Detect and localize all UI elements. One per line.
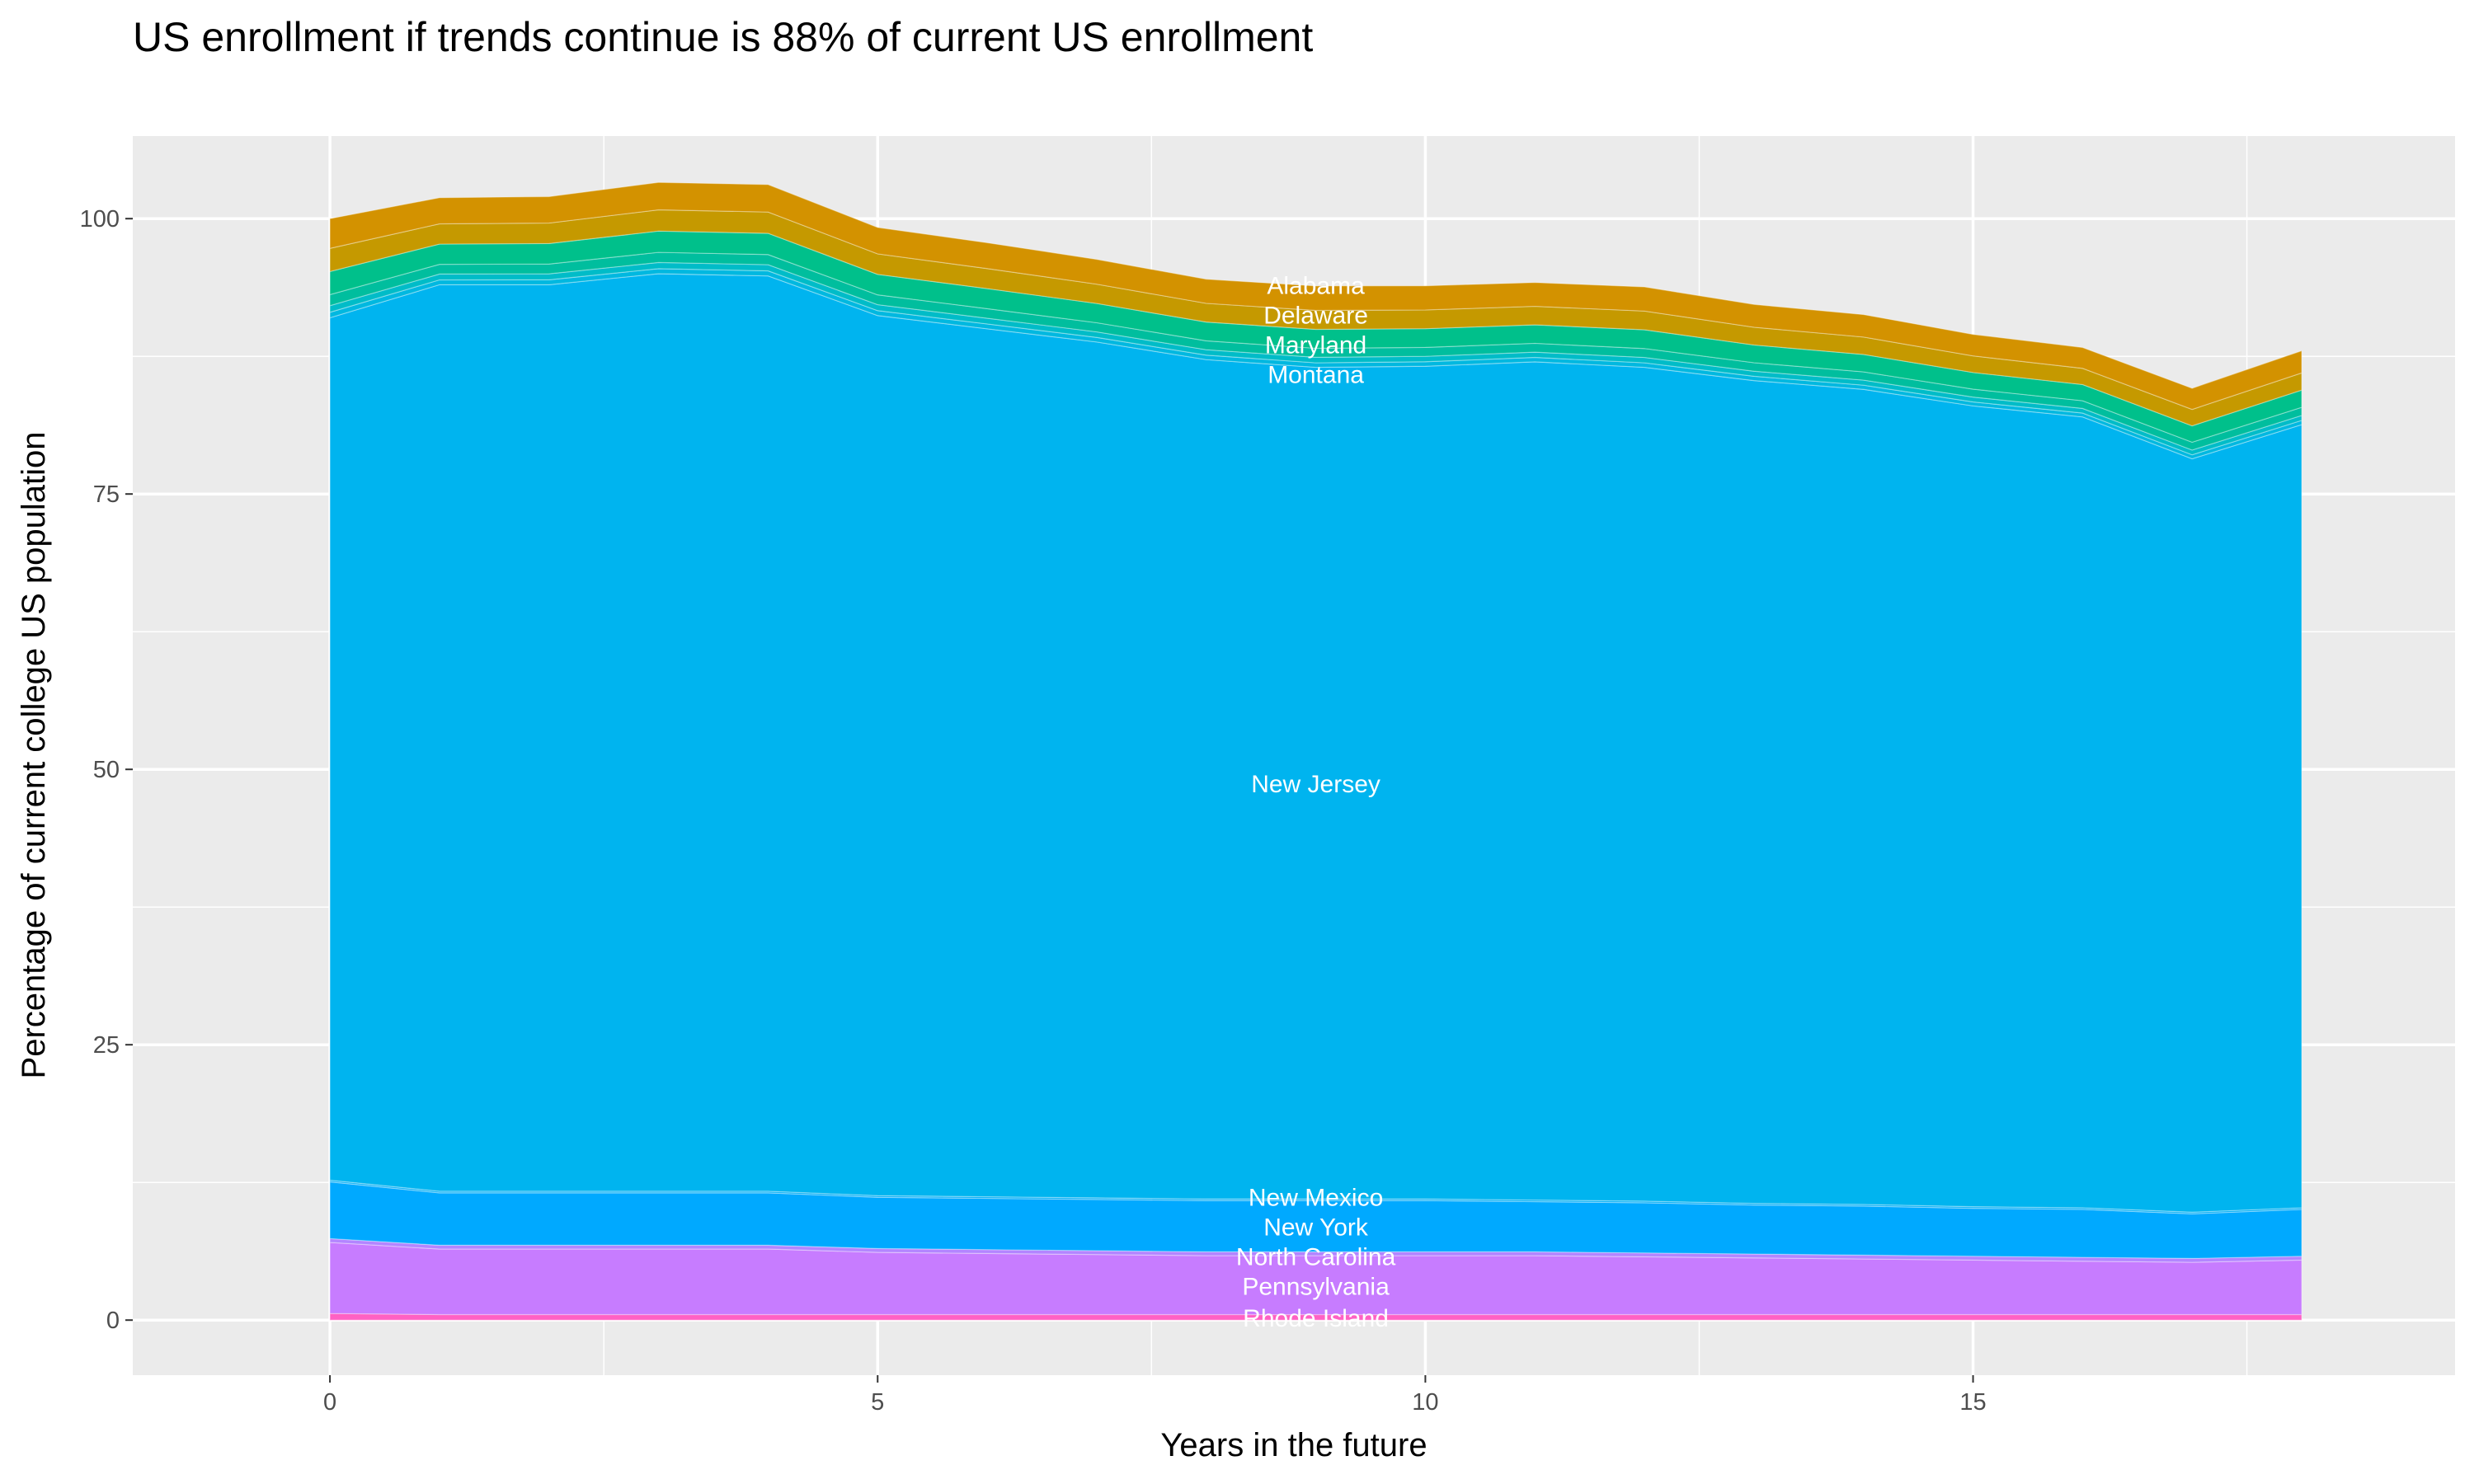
- area-alabama: [329, 181, 2302, 411]
- y-tick-label: 0: [106, 1308, 120, 1334]
- x-tick-label: 15: [1959, 1389, 1986, 1416]
- y-axis-ticks: 0 25 50 75 100: [80, 206, 133, 1334]
- area-layers: [329, 181, 2302, 1321]
- x-tick-label: 0: [323, 1389, 336, 1416]
- series-label: Maryland: [1265, 331, 1366, 359]
- series-label: New York: [1263, 1214, 1369, 1242]
- y-tick-label: 50: [93, 757, 120, 783]
- x-axis-title: Years in the future: [1160, 1427, 1427, 1463]
- x-tick-label: 5: [871, 1389, 884, 1416]
- area-new-jersey: [329, 273, 2302, 1213]
- y-tick-label: 75: [93, 481, 120, 508]
- y-axis-title: Percentage of current college US populat…: [16, 432, 52, 1079]
- y-tick-label: 25: [93, 1032, 120, 1059]
- series-label: Montana: [1268, 361, 1364, 388]
- chart-title: US enrollment if trends continue is 88% …: [133, 14, 1313, 60]
- series-label: Delaware: [1263, 302, 1368, 329]
- series-label: Alabama: [1267, 272, 1365, 299]
- area-north-carolina: [329, 1237, 2302, 1263]
- x-axis-ticks: 0 5 10 15: [323, 1375, 1987, 1416]
- x-tick-label: 10: [1412, 1389, 1438, 1416]
- series-label: North Carolina: [1236, 1244, 1396, 1271]
- series-label: Pennsylvania: [1242, 1274, 1390, 1301]
- series-label: Rhode Island: [1243, 1305, 1389, 1332]
- series-label: New Jersey: [1251, 771, 1380, 798]
- series-label: New Mexico: [1249, 1185, 1383, 1212]
- y-tick-label: 100: [80, 206, 120, 232]
